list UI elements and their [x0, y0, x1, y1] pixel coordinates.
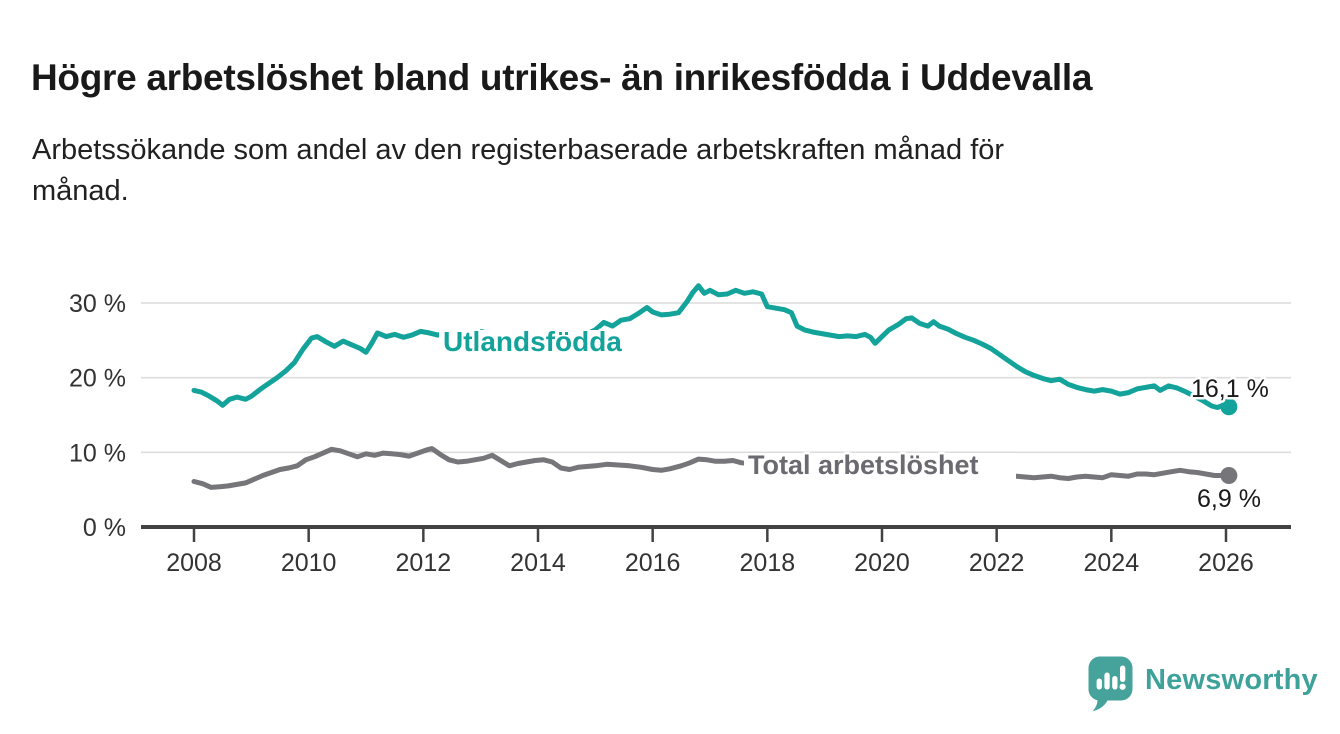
series-label-mask-total	[744, 453, 1016, 479]
x-axis-tick-label: 2024	[1084, 549, 1140, 577]
x-axis-tick-label: 2020	[854, 549, 910, 577]
y-axis-tick-label: 20 %	[69, 365, 126, 393]
logo-bar-2	[1104, 672, 1110, 690]
series-end-dot-utlandsfodda	[1220, 398, 1238, 416]
y-axis-tick-label: 10 %	[69, 439, 126, 467]
logo-exclamation-dot	[1119, 683, 1126, 690]
newsworthy-logo-text: Newsworthy	[1145, 664, 1318, 696]
x-axis-tick-label: 2022	[969, 549, 1025, 577]
logo-bar-3	[1112, 676, 1118, 690]
logo-bar-1	[1096, 678, 1102, 690]
x-axis-tick-label: 2010	[281, 549, 337, 577]
series-end-value-label-total: 6,9 %	[1197, 485, 1261, 513]
y-axis-tick-label: 0 %	[83, 514, 126, 542]
x-axis-tick-label: 2012	[396, 549, 452, 577]
speech-bubble-shape	[1088, 656, 1133, 712]
series-line-total	[191, 446, 1232, 490]
x-axis-tick-label: 2008	[166, 549, 222, 577]
series-label-mask-utlandsfodda	[439, 330, 641, 353]
series-inline-label-utlandsfodda: Utlandsfödda	[443, 326, 622, 357]
x-axis-tick-label: 2016	[625, 549, 681, 577]
series-line-utlandsfodda	[191, 283, 1232, 410]
logo-exclamation-bar	[1120, 665, 1126, 682]
newsworthy-logo: Newsworthy	[1088, 656, 1318, 712]
chart-subtitle-line1: Arbetssökande som andel av den registerb…	[32, 134, 1005, 166]
page-title: Högre arbetslöshet bland utrikes- än inr…	[31, 56, 1093, 98]
series-inline-label-total: Total arbetslöshet	[748, 450, 979, 480]
series-end-value-label-utlandsfodda: 16,1 %	[1191, 375, 1269, 403]
newsworthy-logo-icon	[1088, 656, 1133, 712]
x-axis-tick-label: 2026	[1198, 549, 1254, 577]
y-axis-tick-label: 30 %	[69, 290, 126, 318]
x-axis-tick-label: 2018	[740, 549, 796, 577]
x-axis-tick-label: 2014	[510, 549, 566, 577]
series-end-dot-total	[1220, 466, 1238, 484]
chart-subtitle: Arbetssökande som andel av den registerb…	[32, 130, 1322, 212]
chart-subtitle-line2: månad.	[32, 175, 129, 207]
